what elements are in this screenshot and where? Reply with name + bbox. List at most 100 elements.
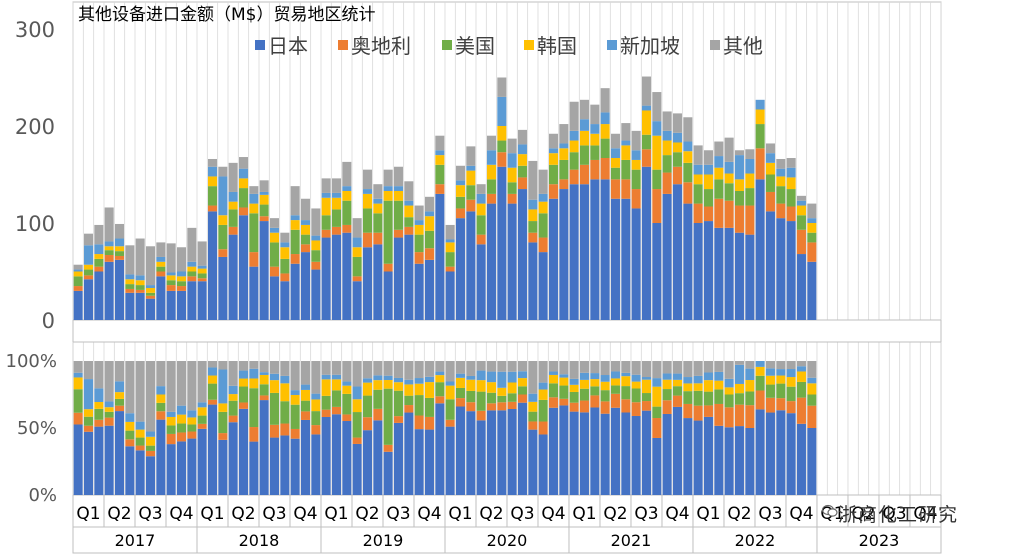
- quarter-label: Q2: [231, 504, 255, 524]
- pct-bar-segment: [156, 402, 166, 412]
- bar-segment: [321, 197, 331, 216]
- pct-bar-segment: [362, 430, 372, 495]
- pct-bar-segment: [290, 428, 300, 439]
- bar-segment: [269, 242, 279, 267]
- bar-segment: [73, 290, 83, 320]
- bar-segment: [290, 229, 300, 255]
- pct-bar-segment: [383, 380, 393, 389]
- bar-segment: [672, 113, 682, 133]
- y-tick-label-pct: 100%: [6, 351, 57, 372]
- pct-bar-segment: [569, 402, 579, 412]
- bar-segment: [569, 101, 579, 131]
- bar-segment: [114, 246, 124, 252]
- y-tick-label: 0: [42, 309, 55, 333]
- pct-bar-segment: [145, 361, 155, 432]
- bar-segment: [600, 138, 610, 159]
- pct-bar-segment: [683, 418, 693, 495]
- bar-segment: [786, 206, 796, 222]
- pct-bar-segment: [187, 417, 197, 425]
- pct-bar-segment: [610, 407, 620, 495]
- bar-segment: [517, 129, 527, 145]
- bar-segment: [755, 148, 765, 180]
- bar-segment: [693, 184, 703, 204]
- bar-segment: [383, 169, 393, 187]
- bar-segment: [486, 135, 496, 151]
- bar-segment: [621, 123, 631, 141]
- pct-bar-segment: [486, 361, 496, 372]
- bar-segment: [280, 273, 290, 282]
- pct-bar-segment: [807, 377, 817, 384]
- bar-segment: [796, 205, 806, 216]
- pct-bar-segment: [249, 378, 259, 389]
- bar-segment: [755, 109, 765, 125]
- bar-segment: [269, 232, 279, 243]
- bar-segment: [703, 150, 713, 165]
- bar-segment: [352, 237, 362, 248]
- pct-bar-segment: [631, 402, 641, 416]
- quarter-label: Q2: [727, 504, 751, 524]
- pct-bar-segment: [631, 374, 641, 382]
- bar-segment: [724, 137, 734, 162]
- bar-segment: [197, 273, 207, 279]
- pct-bar-segment: [83, 361, 93, 380]
- pct-bar-segment: [156, 394, 166, 403]
- bar-segment: [331, 192, 341, 198]
- bar-segment: [548, 133, 558, 149]
- bar-segment: [662, 111, 672, 131]
- pct-bar-segment: [517, 371, 527, 379]
- pct-bar-segment: [559, 385, 569, 399]
- bar-segment: [610, 148, 620, 159]
- pct-bar-segment: [424, 416, 434, 430]
- bar-segment: [176, 271, 186, 277]
- pct-bar-segment: [734, 393, 744, 405]
- pct-bar-segment: [362, 417, 372, 431]
- bar-segment: [724, 161, 734, 174]
- bar-segment: [714, 198, 724, 228]
- bar-segment: [538, 237, 548, 253]
- bar-segment: [373, 198, 383, 204]
- pct-bar-segment: [249, 368, 259, 379]
- bar-segment: [765, 211, 775, 320]
- pct-bar-segment: [311, 425, 321, 435]
- bar-segment: [786, 189, 796, 207]
- bar-segment: [579, 119, 589, 131]
- pct-bar-segment: [228, 385, 238, 395]
- pct-bar-segment: [207, 361, 217, 368]
- pct-bar-segment: [218, 411, 228, 434]
- pct-bar-segment: [600, 401, 610, 414]
- pct-bar-segment: [507, 409, 517, 495]
- bar-segment: [755, 99, 765, 110]
- pct-bar-segment: [342, 361, 352, 382]
- pct-bar-segment: [559, 374, 569, 378]
- pct-bar-segment: [507, 361, 517, 372]
- pct-bar-segment: [621, 399, 631, 413]
- bar-segment: [486, 150, 496, 165]
- quarter-label: Q2: [479, 504, 503, 524]
- bar-segment: [683, 151, 693, 163]
- pct-bar-segment: [590, 373, 600, 380]
- bar-segment: [73, 276, 83, 287]
- bar-segment: [590, 179, 600, 320]
- bar-segment: [373, 203, 383, 214]
- pct-bar-segment: [290, 361, 300, 391]
- bar-segment: [83, 264, 93, 270]
- bar-segment: [507, 203, 517, 320]
- pct-bar-segment: [641, 379, 651, 394]
- pct-bar-segment: [610, 361, 620, 372]
- bar-segment: [621, 145, 631, 160]
- pct-bar-segment: [745, 405, 755, 428]
- pct-bar-segment: [610, 371, 620, 379]
- pct-bar-segment: [765, 384, 775, 398]
- quarter-label: Q1: [572, 504, 596, 524]
- pct-bar-segment: [280, 401, 290, 424]
- bar-segment: [435, 184, 445, 194]
- pct-bar-segment: [724, 427, 734, 495]
- pct-bar-segment: [424, 382, 434, 398]
- bar-segment: [187, 281, 197, 320]
- bar-segment: [145, 298, 155, 320]
- bar-segment: [73, 264, 83, 270]
- bar-segment: [94, 258, 104, 267]
- quarter-label: Q4: [293, 504, 317, 524]
- bar-segment: [352, 281, 362, 320]
- bar-segment: [300, 234, 310, 245]
